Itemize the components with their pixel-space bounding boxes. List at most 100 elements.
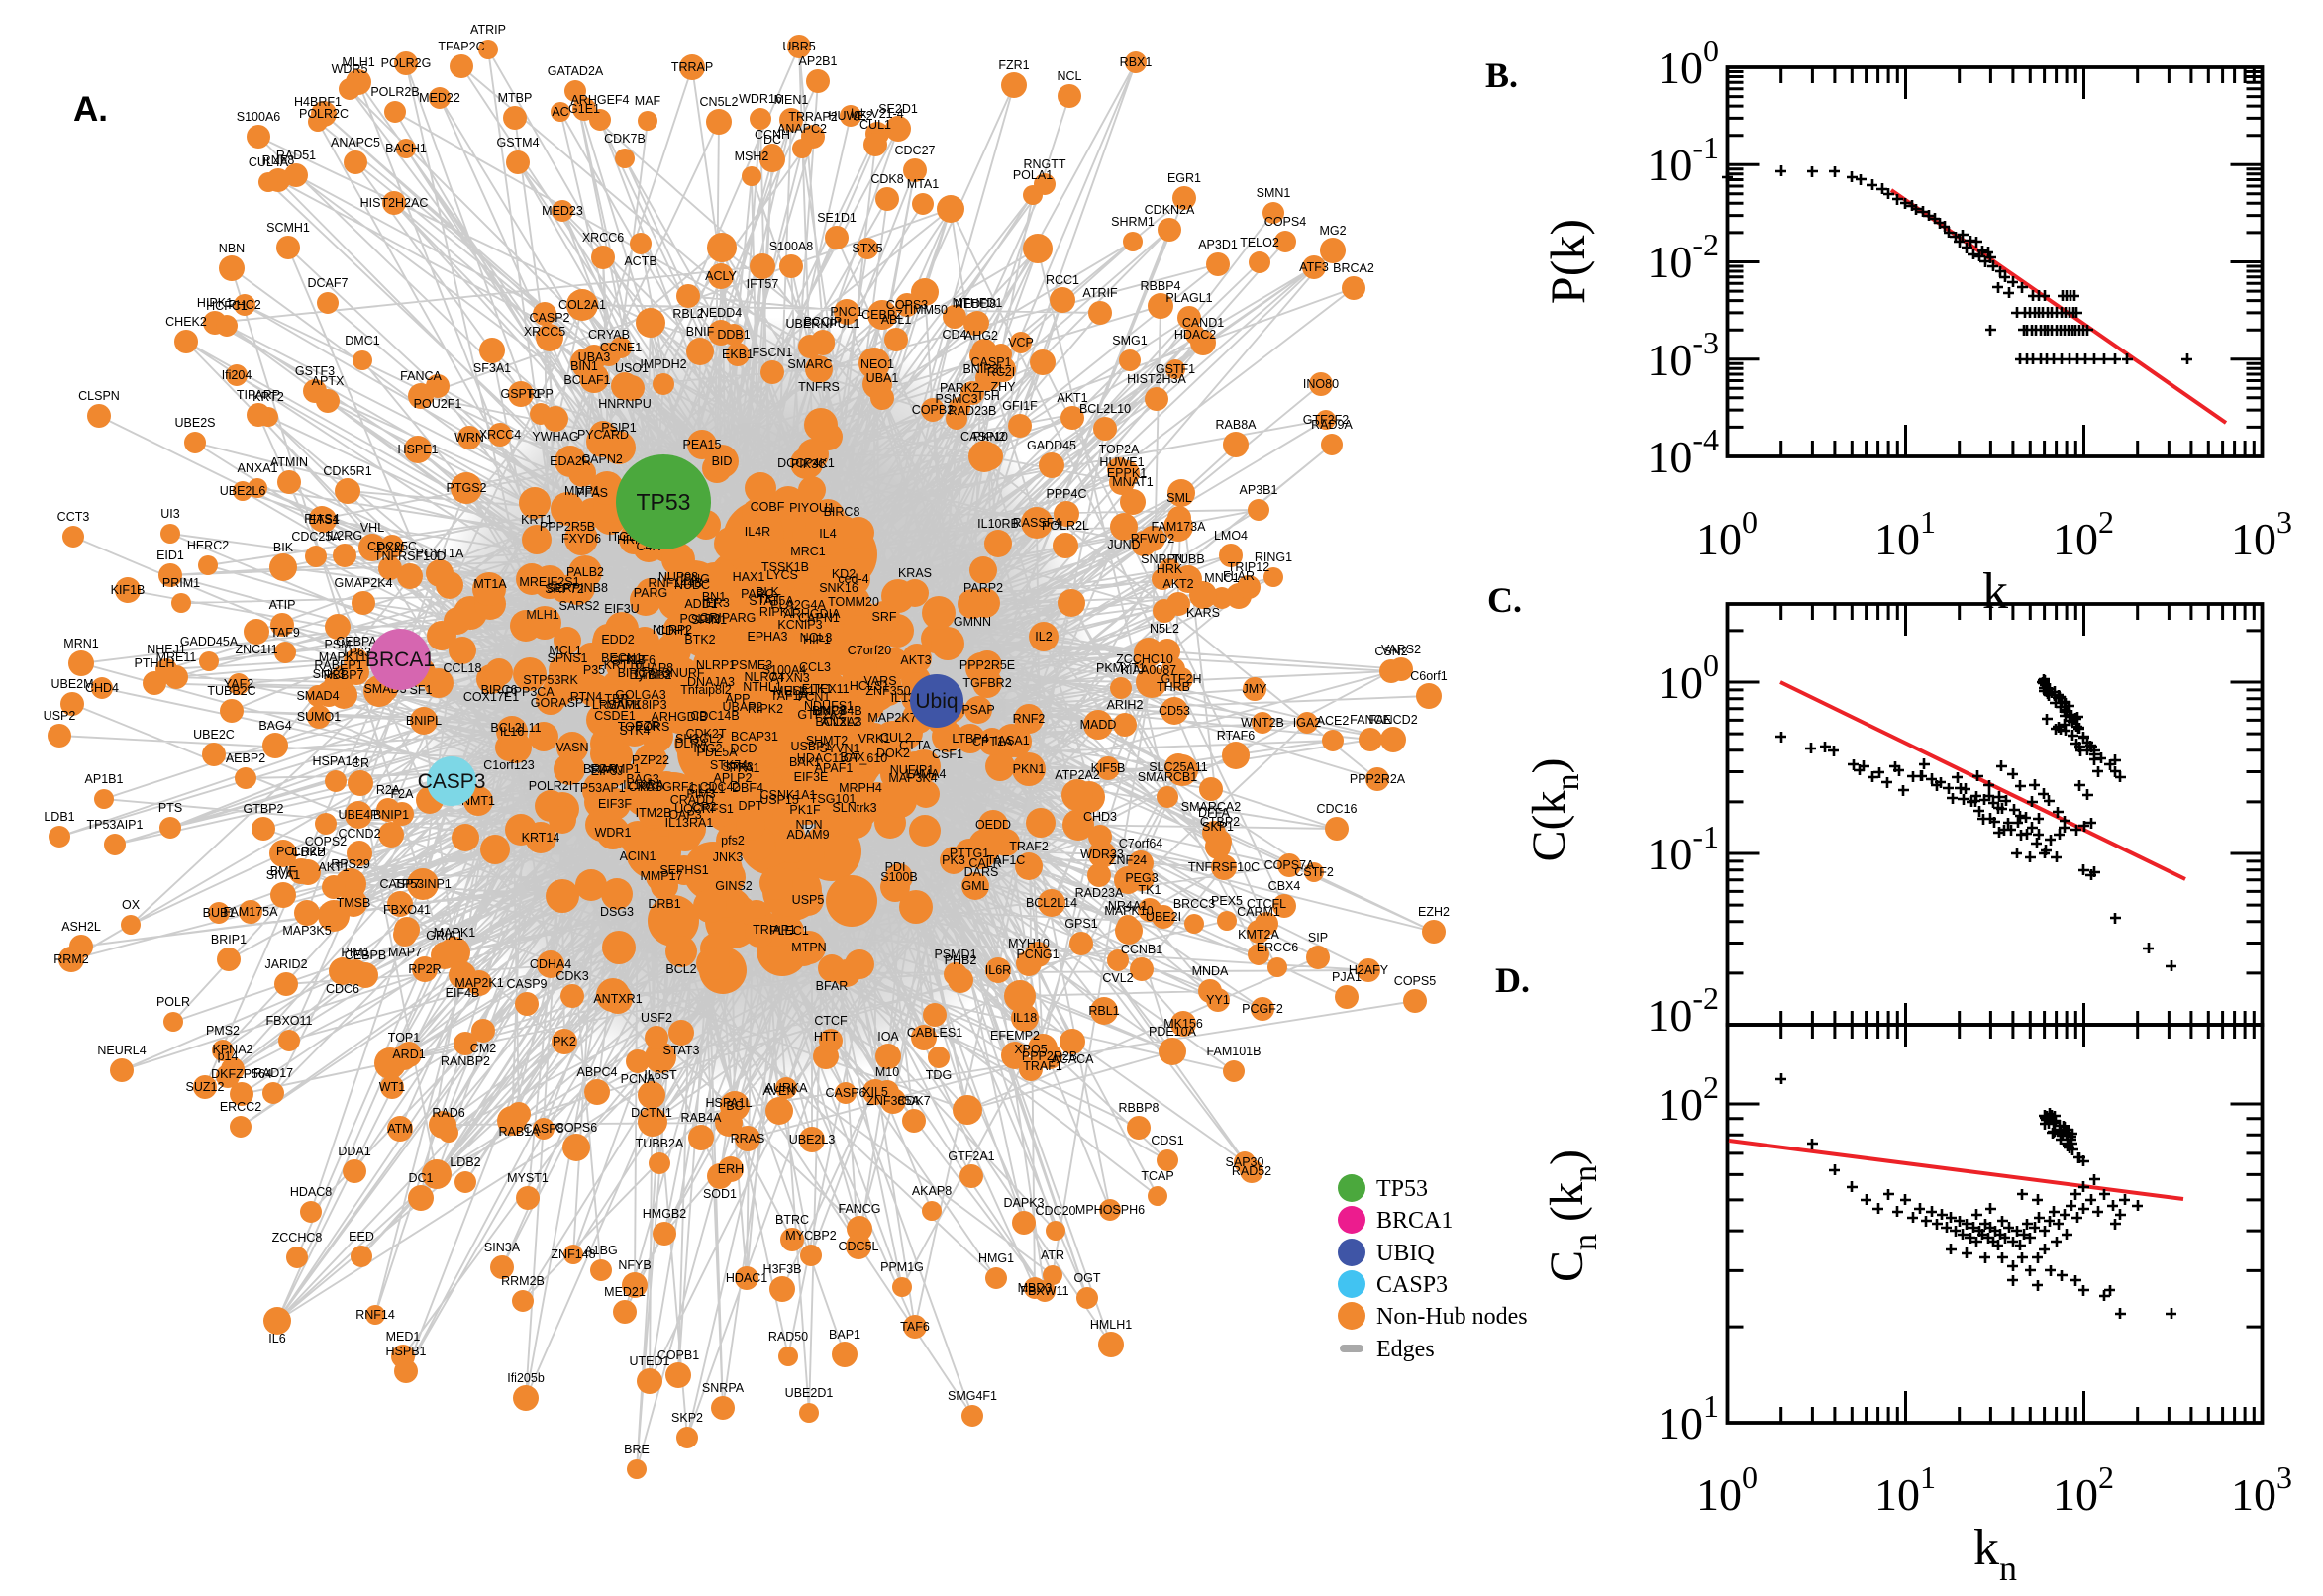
svg-text:HIP1: HIP1 — [803, 633, 831, 647]
svg-text:AHG2: AHG2 — [964, 329, 998, 343]
svg-text:UBAP2: UBAP2 — [723, 700, 763, 714]
svg-text:CASP3: CASP3 — [1376, 1272, 1448, 1298]
svg-text:CDC25C: CDC25C — [367, 540, 417, 553]
svg-text:CHD4: CHD4 — [85, 681, 119, 695]
svg-text:POU2F1: POU2F1 — [414, 397, 462, 411]
svg-text:NHEJ1: NHEJ1 — [147, 643, 186, 656]
svg-text:PSM: PSM — [324, 638, 351, 651]
svg-text:USP2: USP2 — [44, 709, 76, 723]
svg-text:SML: SML — [1166, 491, 1192, 505]
svg-text:POLR2B: POLR2B — [370, 85, 419, 99]
svg-text:UBE2I: UBE2I — [1146, 910, 1181, 924]
svg-text:COL2A1: COL2A1 — [558, 298, 606, 312]
svg-text:KD2: KD2 — [832, 567, 856, 581]
svg-text:KRT10: KRT10 — [604, 658, 643, 672]
svg-text:IASA1: IASA1 — [994, 734, 1029, 748]
svg-text:GSTF1: GSTF1 — [1156, 362, 1195, 376]
svg-text:EZR: EZR — [636, 719, 660, 733]
svg-text:NDN: NDN — [795, 818, 822, 832]
svg-text:AKAP8: AKAP8 — [912, 1184, 952, 1198]
svg-text:MREIF2S1: MREIF2S1 — [519, 575, 579, 589]
svg-text:ACACA: ACACA — [1051, 1052, 1094, 1066]
svg-text:CASP9: CASP9 — [507, 977, 548, 991]
svg-text:POLR2C: POLR2C — [299, 107, 349, 121]
svg-text:T5H: T5H — [976, 389, 1000, 403]
svg-text:RIPK1: RIPK1 — [759, 605, 795, 619]
svg-text:RAD51: RAD51 — [276, 149, 316, 162]
svg-text:LTBP3: LTBP3 — [634, 668, 670, 682]
svg-text:FANCA: FANCA — [400, 369, 442, 383]
svg-text:JMY: JMY — [1243, 682, 1268, 696]
svg-text:COPB2: COPB2 — [912, 403, 954, 417]
svg-text:DDB1: DDB1 — [717, 328, 750, 342]
svg-text:CASP1: CASP1 — [971, 355, 1012, 369]
svg-text:PEG3: PEG3 — [1125, 871, 1158, 885]
svg-text:MAP2K7: MAP2K7 — [867, 711, 916, 725]
svg-text:GTF2H: GTF2H — [1162, 672, 1202, 686]
svg-text:BRE: BRE — [624, 1443, 650, 1456]
svg-text:ACTB: ACTB — [624, 254, 656, 268]
svg-text:SPIN1: SPIN1 — [691, 613, 727, 627]
svg-text:AP1B1: AP1B1 — [85, 772, 124, 786]
svg-text:TOPORS: TOPORS — [618, 720, 670, 734]
svg-text:NLRP1: NLRP1 — [696, 658, 736, 672]
svg-text:SARS2: SARS2 — [559, 599, 600, 613]
svg-text:Ubiq: Ubiq — [915, 690, 958, 713]
svg-text:CHEK2: CHEK2 — [165, 315, 207, 329]
svg-text:CT_610: CT_610 — [844, 751, 888, 765]
svg-text:ATRIP: ATRIP — [470, 23, 506, 37]
svg-text:CYC1: CYC1 — [628, 780, 660, 794]
svg-text:OGT: OGT — [1073, 1271, 1100, 1285]
svg-text:DCD: DCD — [730, 742, 757, 755]
svg-text:PTGS2: PTGS2 — [447, 481, 487, 495]
svg-text:BCL2L11: BCL2L11 — [490, 721, 541, 735]
svg-text:RAD17: RAD17 — [253, 1066, 293, 1080]
svg-text:H2AFY: H2AFY — [1349, 963, 1389, 977]
svg-text:ACE2: ACE2 — [1317, 714, 1350, 728]
svg-text:IL6R: IL6R — [985, 963, 1011, 977]
svg-text:RAB4A: RAB4A — [681, 1111, 723, 1125]
svg-text:ZCCHC8: ZCCHC8 — [272, 1231, 323, 1245]
svg-text:CD53: CD53 — [1159, 704, 1190, 718]
svg-text:CCND2: CCND2 — [338, 827, 380, 841]
svg-text:CASP3: CASP3 — [418, 770, 486, 793]
svg-text:MED22: MED22 — [419, 91, 460, 105]
svg-text:UBA3: UBA3 — [578, 350, 611, 364]
svg-text:NR4A1: NR4A1 — [1108, 899, 1148, 913]
svg-text:ced-4: ced-4 — [838, 572, 868, 586]
svg-text:EIF3F: EIF3F — [598, 797, 632, 811]
svg-text:IL10RB: IL10RB — [977, 517, 1019, 531]
svg-text:BMF: BMF — [270, 864, 297, 878]
svg-text:MRPH4: MRPH4 — [839, 781, 882, 795]
svg-text:CDC27: CDC27 — [895, 144, 936, 157]
svg-text:PEA15: PEA15 — [683, 438, 722, 451]
svg-text:TGFBR2: TGFBR2 — [962, 676, 1011, 690]
svg-text:RBX1: RBX1 — [1120, 55, 1153, 69]
svg-text:EED: EED — [349, 1230, 374, 1244]
svg-text:GSPT1: GSPT1 — [501, 387, 542, 401]
svg-text:SMAD4: SMAD4 — [296, 689, 339, 703]
svg-text:LDB2: LDB2 — [450, 1155, 480, 1169]
svg-text:IL13RA1: IL13RA1 — [665, 816, 714, 830]
svg-text:AKT1: AKT1 — [318, 860, 349, 874]
svg-text:OAP3: OAP3 — [668, 808, 701, 822]
svg-text:EDA2R: EDA2R — [550, 454, 591, 468]
svg-text:COPS4: COPS4 — [1264, 215, 1306, 229]
svg-text:GMAP2K4: GMAP2K4 — [334, 576, 392, 590]
svg-text:BTRC: BTRC — [775, 1213, 809, 1227]
svg-text:DSG3: DSG3 — [600, 905, 634, 919]
svg-text:CDC25A: CDC25A — [291, 530, 341, 544]
svg-text:AP2B1: AP2B1 — [799, 54, 838, 68]
svg-text:WDR16: WDR16 — [739, 92, 782, 106]
svg-text:POLR2L: POLR2L — [1042, 519, 1089, 533]
svg-text:PPP3CA: PPP3CA — [505, 685, 555, 699]
svg-text:CDH1: CDH1 — [656, 624, 690, 638]
svg-text:KRT1: KRT1 — [521, 513, 553, 527]
svg-text:JNK3: JNK3 — [713, 850, 744, 864]
svg-text:NEDD8: NEDD8 — [955, 297, 996, 311]
svg-text:MG2: MG2 — [1319, 224, 1346, 238]
svg-text:HTT: HTT — [814, 1030, 839, 1044]
svg-text:HIST2H2AC: HIST2H2AC — [360, 196, 429, 210]
svg-text:UBE2D1: UBE2D1 — [785, 1386, 834, 1400]
svg-text:CTCF: CTCF — [814, 1014, 848, 1028]
